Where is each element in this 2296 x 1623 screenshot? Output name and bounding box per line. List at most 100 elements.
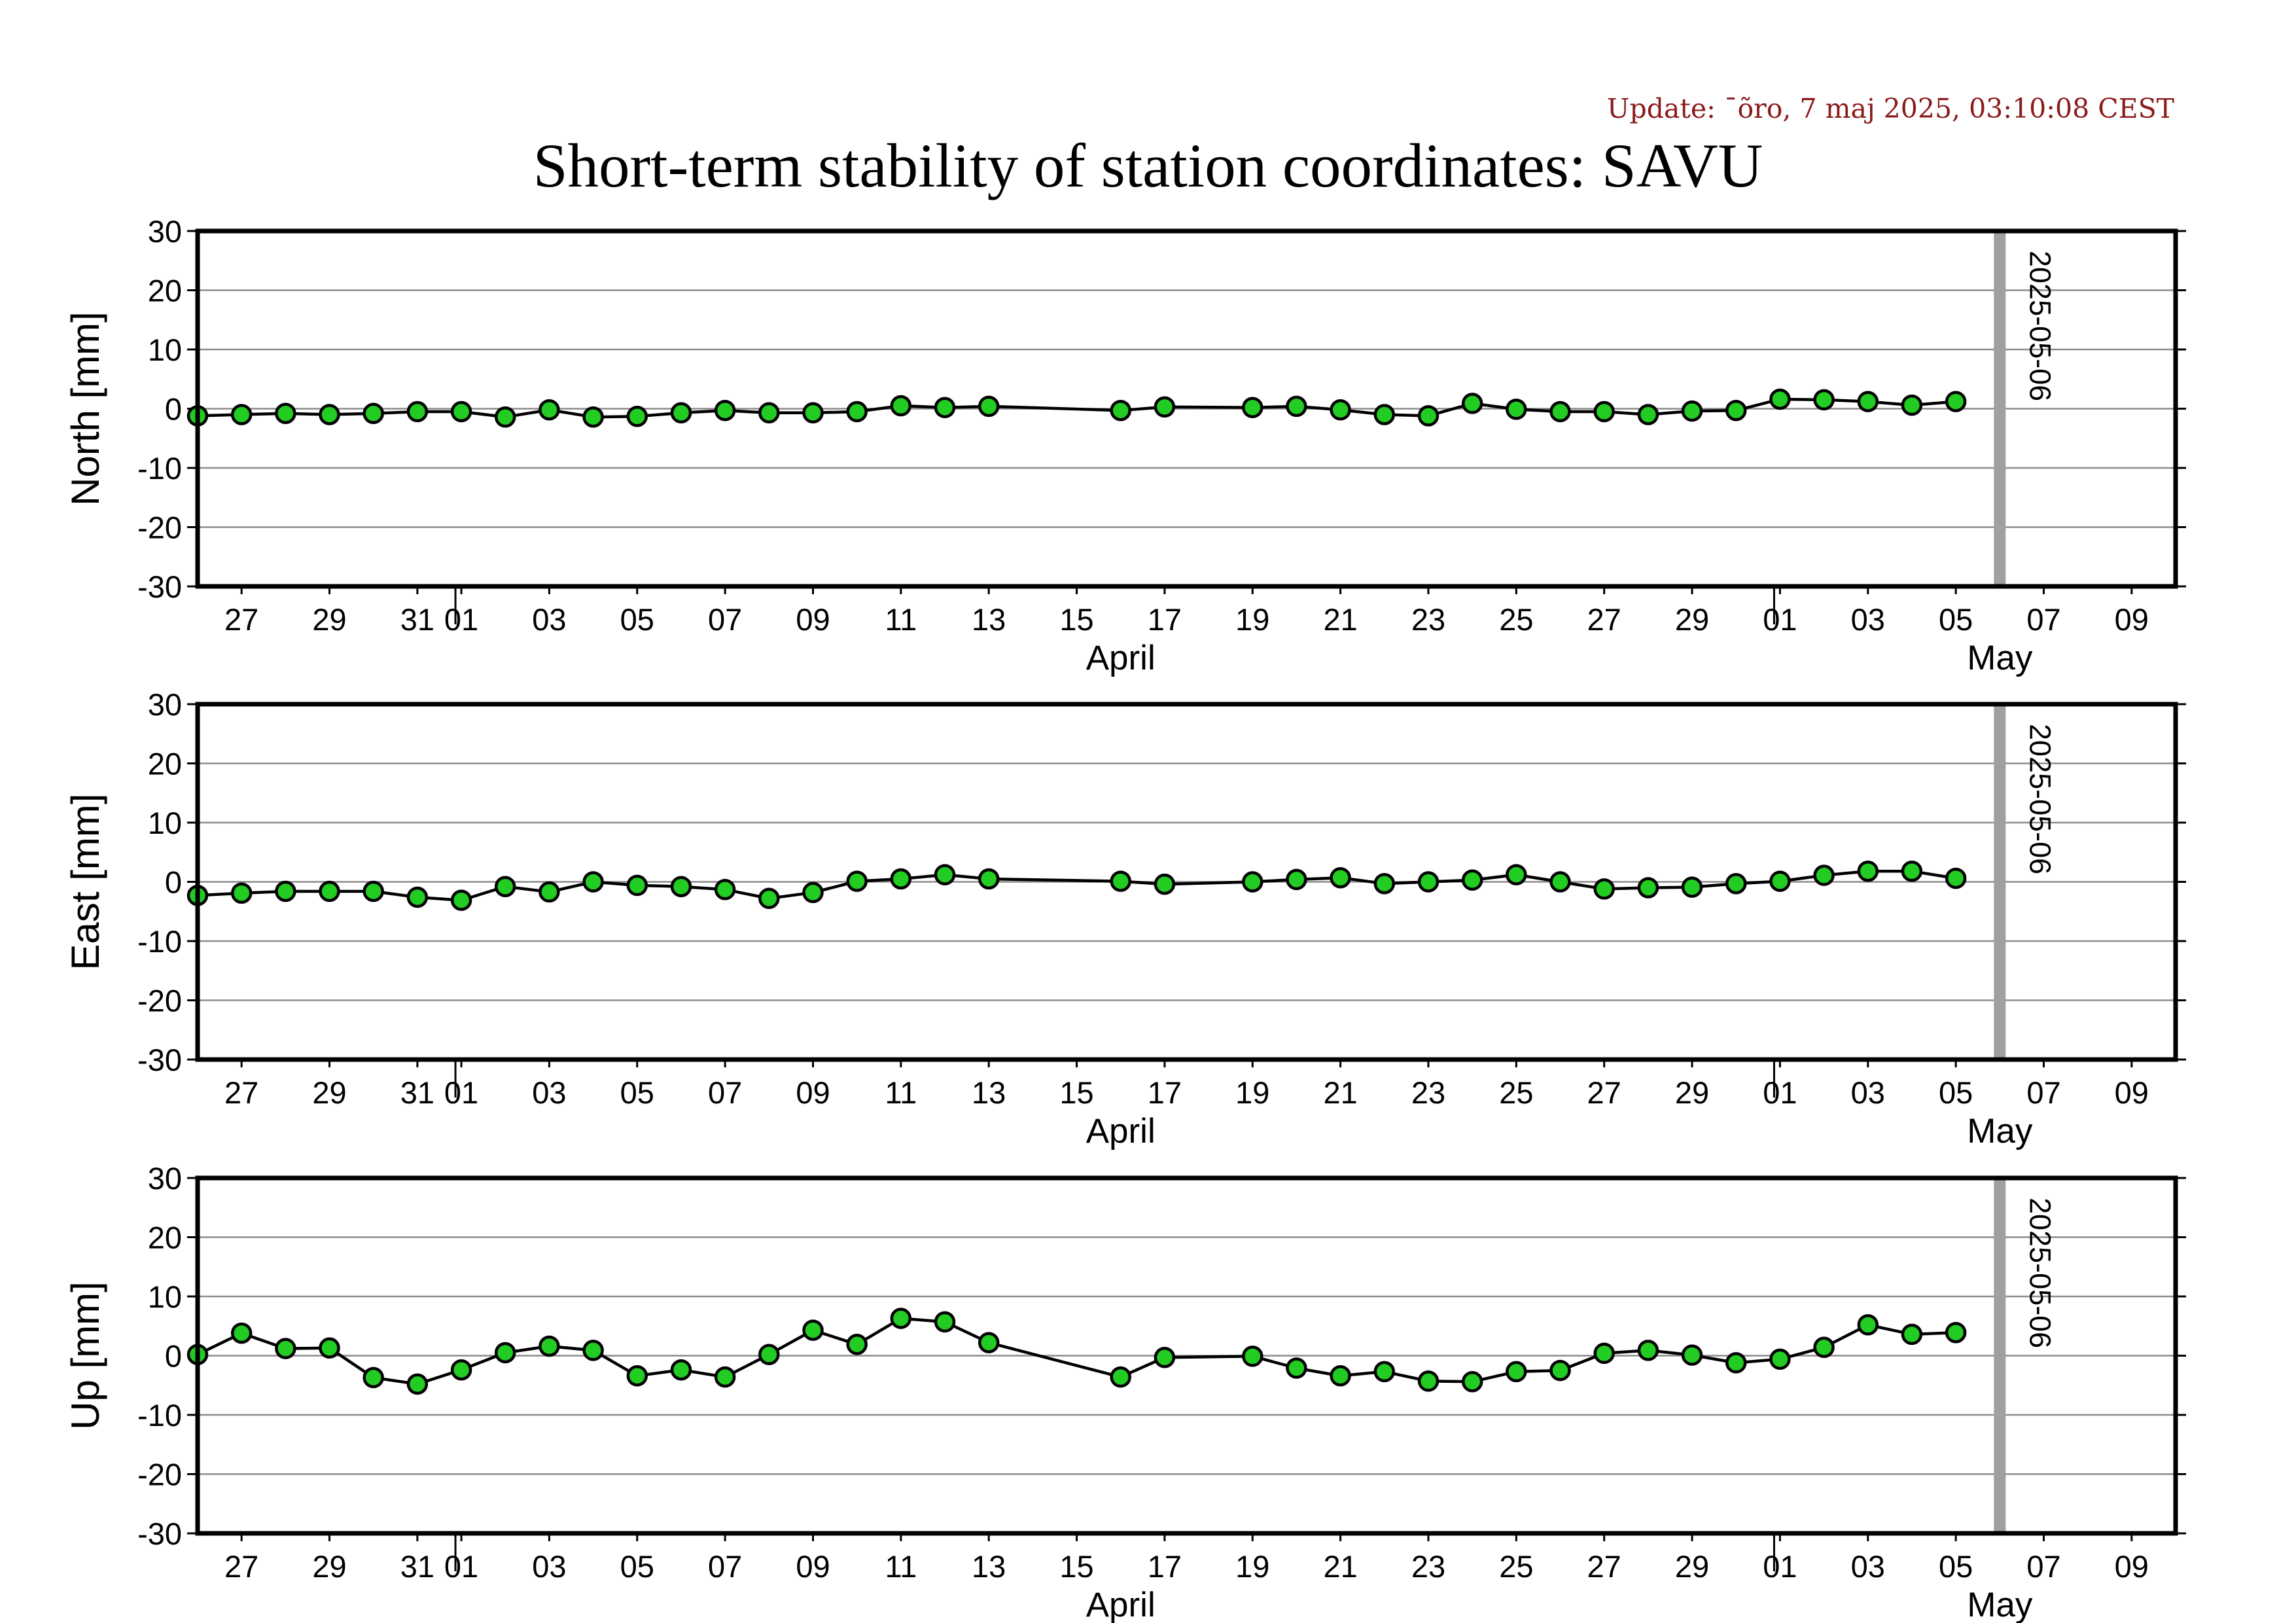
x-tick-label: 07	[2026, 1549, 2060, 1584]
x-tick-label: 01	[444, 602, 478, 637]
data-point	[1549, 871, 1571, 893]
month-label: May	[1967, 1586, 2033, 1623]
data-point	[1813, 389, 1835, 411]
y-tick-label: 10	[148, 332, 182, 367]
data-point	[1330, 399, 1351, 421]
y-tick-label: -10	[137, 451, 182, 486]
data-point	[275, 880, 296, 902]
data-point	[1945, 867, 1967, 889]
data-point	[494, 406, 516, 428]
x-tick-label: 31	[400, 602, 434, 637]
x-tick-label: 09	[796, 1549, 830, 1584]
y-axis-label: Up [mm]	[63, 1281, 107, 1430]
data-point	[1813, 865, 1835, 886]
data-point	[1637, 877, 1659, 899]
data-point	[1506, 864, 1527, 885]
x-tick-label: 01	[444, 1075, 478, 1110]
x-tick-label: 27	[224, 1549, 258, 1584]
x-tick-label: 05	[1939, 1549, 1973, 1584]
data-point	[1417, 405, 1439, 427]
data-point	[406, 401, 429, 423]
data-point	[890, 1308, 912, 1329]
data-point	[714, 399, 736, 421]
epoch-label: 2025-05-06	[2023, 724, 2057, 874]
data-point	[890, 868, 912, 890]
data-point	[758, 402, 780, 424]
data-point	[362, 1366, 384, 1389]
data-point	[230, 404, 253, 425]
y-tick-label: 10	[148, 1279, 182, 1314]
data-point	[1461, 1371, 1483, 1393]
x-tick-label: 07	[708, 1075, 742, 1110]
y-tick-label: 10	[148, 806, 182, 840]
x-tick-label: 09	[2115, 1549, 2149, 1584]
y-tick-label: -10	[137, 1398, 182, 1433]
data-point	[494, 876, 516, 897]
x-tick-label: 07	[708, 602, 742, 637]
data-point	[494, 1342, 516, 1364]
data-point	[1110, 870, 1131, 892]
x-tick-label: 29	[1675, 1075, 1709, 1110]
x-tick-label: 01	[1763, 602, 1797, 637]
data-point	[758, 887, 780, 910]
data-point	[275, 1338, 296, 1359]
data-point	[1681, 400, 1703, 422]
update-timestamp: Update: ¯õro, 7 maj 2025, 03:10:08 CEST	[1606, 93, 2174, 124]
data-point	[714, 879, 736, 901]
data-point	[978, 1332, 1000, 1353]
data-point	[1769, 870, 1791, 892]
data-point	[1725, 399, 1747, 421]
data-point	[1154, 396, 1176, 418]
month-label: May	[1967, 1112, 2033, 1150]
data-point	[450, 1359, 472, 1381]
x-tick-label: 21	[1323, 1075, 1357, 1110]
x-tick-label: 01	[1763, 1075, 1797, 1110]
x-tick-label: 25	[1499, 602, 1533, 637]
x-tick-label: 23	[1411, 1549, 1445, 1584]
data-point	[1901, 860, 1923, 882]
y-tick-label: 30	[148, 1161, 182, 1196]
data-point	[362, 402, 384, 424]
data-point	[1549, 1359, 1571, 1382]
data-point	[1901, 1323, 1923, 1346]
data-point	[1725, 872, 1747, 895]
x-tick-label: 27	[224, 602, 258, 637]
x-tick-label: 05	[620, 1075, 654, 1110]
data-point	[714, 1366, 736, 1388]
x-tick-label: 07	[2026, 1075, 2060, 1110]
y-tick-label: 0	[165, 392, 182, 427]
x-tick-label: 29	[312, 602, 346, 637]
data-point	[846, 1334, 868, 1355]
data-point	[758, 1344, 780, 1365]
x-tick-label: 11	[885, 1075, 917, 1110]
data-point	[1286, 868, 1307, 891]
data-point	[1769, 388, 1791, 410]
data-point	[626, 406, 648, 427]
data-point	[1593, 1342, 1615, 1364]
x-tick-label: 27	[1587, 602, 1621, 637]
data-point	[1506, 399, 1527, 420]
x-tick-label: 27	[224, 1075, 258, 1110]
x-tick-label: 13	[972, 602, 1006, 637]
data-point	[1681, 876, 1703, 898]
data-point	[1417, 871, 1439, 893]
month-label: April	[1086, 1586, 1156, 1623]
data-point	[1461, 869, 1483, 891]
data-point	[539, 1335, 560, 1357]
y-tick-label: 0	[165, 865, 182, 900]
y-tick-label: 30	[148, 687, 182, 722]
x-tick-label: 19	[1235, 1549, 1269, 1584]
data-point	[626, 1365, 648, 1387]
x-tick-label: 03	[532, 602, 566, 637]
y-tick-label: 0	[165, 1339, 182, 1374]
data-point	[406, 1373, 429, 1395]
epoch-label: 2025-05-06	[2023, 1198, 2057, 1348]
data-point	[846, 401, 868, 423]
y-tick-label: -10	[137, 924, 182, 959]
y-axis-label: North [mm]	[63, 312, 107, 506]
data-point	[582, 406, 604, 428]
data-point	[1945, 391, 1967, 412]
x-tick-label: 03	[1851, 1075, 1885, 1110]
data-point	[1154, 873, 1176, 895]
x-tick-label: 19	[1235, 1075, 1269, 1110]
